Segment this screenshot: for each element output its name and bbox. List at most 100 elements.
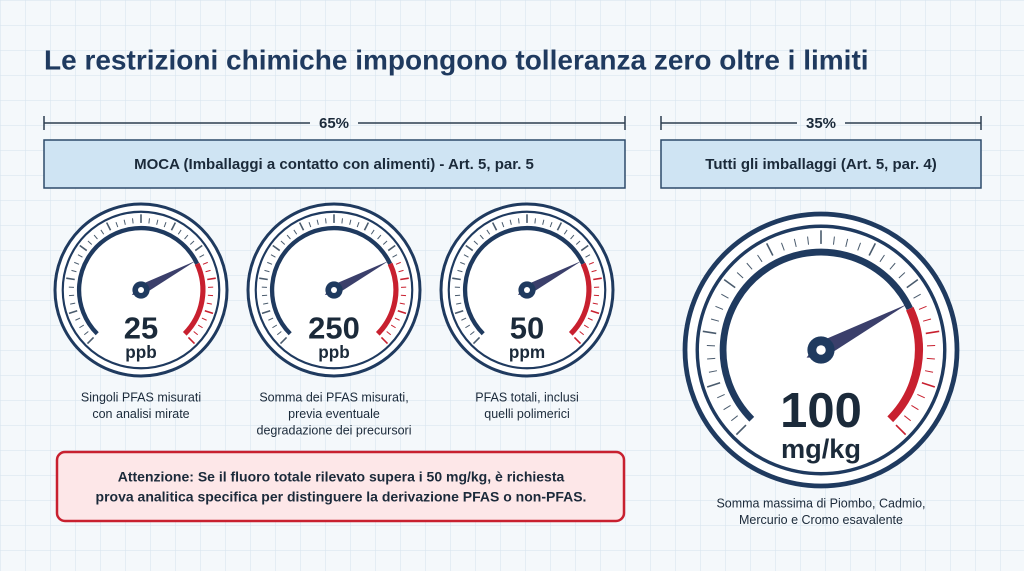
gauge-track — [76, 225, 200, 336]
gauge-tick — [267, 261, 273, 265]
gauge-tick — [746, 262, 753, 270]
section-header: Tutti gli imballaggi (Art. 5, par. 4) — [705, 156, 936, 173]
gauge-caption: degradazione dei precursori — [257, 423, 412, 437]
gauge-tick — [793, 238, 797, 247]
gauge-tick — [534, 218, 536, 224]
gauge-tick — [472, 336, 481, 345]
gauge-tick — [268, 317, 274, 321]
gauge-caption: Singoli PFAS misurati — [81, 390, 201, 404]
gauge-tick — [593, 277, 602, 281]
gauge-tick — [392, 254, 398, 258]
warning-text: Attenzione: Se il fluoro totale rilevato… — [118, 469, 565, 485]
gauge-tick — [465, 244, 474, 252]
gauge-tick — [394, 317, 400, 321]
gauge-tick — [736, 272, 744, 279]
gauge-caption: Somma massima di Piombo, Cadmio, — [716, 496, 925, 510]
gauge-tick — [479, 234, 484, 240]
gauge-caption: Mercurio e Cromo esavalente — [739, 513, 903, 527]
gauge-tick — [123, 219, 126, 225]
section-header: MOCA (Imballaggi a contatto con alimenti… — [134, 156, 534, 173]
gauge-tick — [70, 302, 76, 305]
gauge-tick — [77, 254, 83, 258]
gauge-tick — [926, 357, 935, 360]
share-label: 65% — [319, 115, 349, 132]
gauge-tick — [71, 269, 77, 273]
gauge-tick — [573, 336, 582, 345]
gauge-tick — [549, 222, 553, 228]
gauge-hub-dot — [816, 345, 826, 355]
gauge-tick — [272, 324, 278, 329]
gauge-tick — [204, 309, 214, 315]
gauge-tick — [730, 415, 739, 422]
gauge-tick — [889, 262, 896, 270]
gauge-tick — [807, 236, 810, 245]
gauge-tick — [132, 218, 134, 224]
gauge-tick — [898, 272, 906, 279]
gauge-caption: con analisi mirate — [92, 407, 189, 421]
gauge-tick — [501, 222, 505, 228]
gauge-tick — [264, 269, 270, 273]
gauge-tick — [583, 324, 589, 329]
gauge-tick — [708, 370, 718, 373]
gauge-tick — [780, 242, 785, 251]
gauge-tick — [710, 318, 720, 322]
gauge-tick — [542, 219, 545, 225]
gauge-tick — [74, 261, 80, 265]
gauge-ring — [254, 210, 414, 370]
gauge-tick — [100, 229, 105, 235]
gauge-tick — [87, 240, 93, 245]
gauge-tick — [592, 302, 598, 305]
gauge-tick — [263, 302, 269, 305]
gauge-tick — [398, 269, 404, 273]
gauge-ring — [447, 210, 607, 370]
bracket — [43, 116, 982, 130]
gauge-tick — [341, 218, 343, 224]
gauge-tick — [702, 330, 717, 335]
gauge-tick — [911, 405, 919, 411]
gauge-red-zone — [182, 262, 206, 336]
gauge-tick — [395, 261, 401, 265]
gauge-ring — [61, 210, 221, 370]
gauge-tick — [187, 336, 196, 345]
gauge-tick — [205, 269, 211, 273]
gauge-tick — [925, 330, 940, 335]
gauge-tick — [316, 219, 319, 225]
gauge-tick — [452, 277, 461, 281]
gauge-tick — [906, 279, 919, 289]
gauge-tick — [757, 254, 763, 263]
gauge-tick — [68, 309, 78, 315]
gauge-tick — [156, 219, 159, 225]
gauge-tick — [261, 309, 271, 315]
gauge-caption: previa eventuale — [288, 407, 380, 421]
gauge-tick — [765, 243, 774, 256]
gauge-tick — [518, 218, 520, 224]
gauge-tick — [193, 331, 199, 336]
gauge-tick — [397, 309, 407, 315]
gauge-tick — [356, 222, 360, 228]
gauge-tick — [924, 370, 934, 373]
gauge-caption: PFAS totali, inclusi — [475, 390, 579, 404]
gauge-tick — [563, 229, 568, 235]
gauge-tick — [918, 305, 927, 310]
gauge-tick — [868, 243, 877, 256]
gauge-tick — [486, 229, 491, 235]
gauge-tick — [903, 415, 912, 422]
gauge-tick — [706, 382, 721, 388]
gauge-tick — [363, 222, 370, 231]
gauge-tick — [721, 293, 729, 299]
gauge-tick — [201, 317, 207, 321]
gauge-tick — [879, 254, 885, 263]
gauge-tick — [170, 222, 177, 231]
gauge-tick — [587, 317, 593, 321]
gauge-hub-dot — [330, 286, 338, 294]
warning-box — [55, 450, 626, 523]
gauge-tick — [917, 393, 925, 399]
gauge-hub-dot — [137, 286, 145, 294]
gauge-unit: ppb — [318, 342, 350, 362]
gauge-tick — [79, 324, 85, 329]
gauge-tick — [399, 302, 405, 305]
gauge-caption: quelli polimerici — [484, 407, 569, 421]
